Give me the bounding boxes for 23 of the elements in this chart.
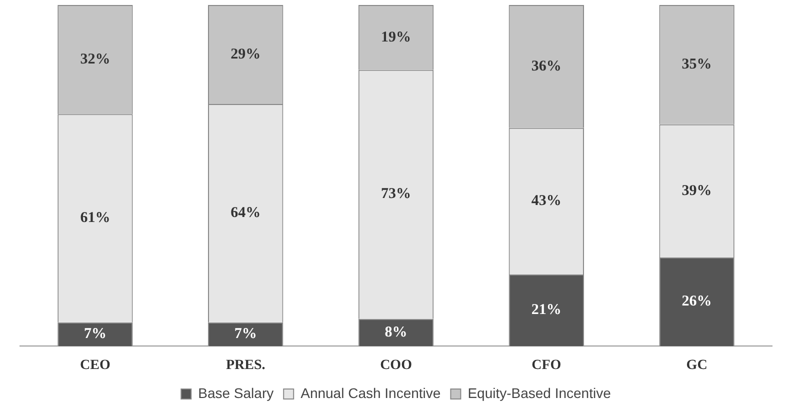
x-tick-label: CFO bbox=[532, 358, 562, 374]
x-tick-label: CEO bbox=[80, 358, 110, 374]
legend-label: Equity-Based Incentive bbox=[468, 384, 612, 401]
data-label: 36% bbox=[531, 58, 562, 74]
data-label: 8% bbox=[384, 324, 408, 340]
data-label: 26% bbox=[682, 294, 712, 310]
legend-label: Base Salary bbox=[198, 384, 274, 401]
data-label: 43% bbox=[531, 193, 562, 210]
data-label: 32% bbox=[80, 51, 110, 68]
data-label: 7% bbox=[84, 326, 106, 342]
data-label: 64% bbox=[230, 205, 261, 222]
data-label: 21% bbox=[531, 302, 562, 318]
data-label: 19% bbox=[381, 29, 411, 46]
legend-label: Annual Cash Incentive bbox=[300, 384, 441, 401]
data-label: 7% bbox=[234, 326, 257, 342]
data-label: 61% bbox=[80, 210, 110, 226]
data-label: 35% bbox=[682, 56, 712, 73]
x-tick-label: COO bbox=[380, 358, 412, 374]
data-label: 39% bbox=[682, 182, 712, 199]
data-label: 73% bbox=[381, 186, 411, 202]
data-label: 29% bbox=[230, 46, 261, 62]
x-tick-label: PRES. bbox=[226, 358, 266, 374]
x-tick-label: GC bbox=[686, 358, 708, 374]
